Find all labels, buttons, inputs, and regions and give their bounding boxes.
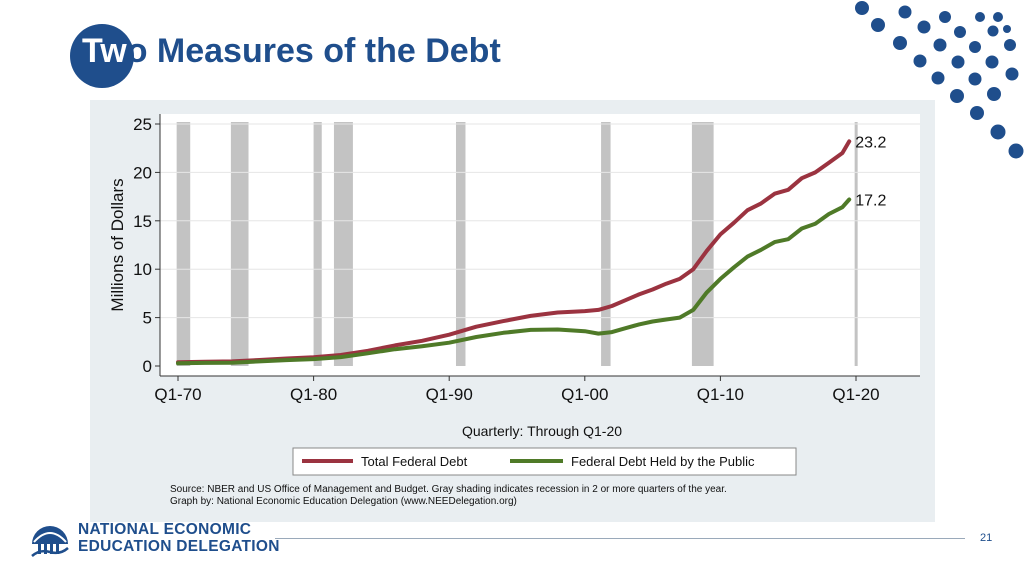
slide-title: Two Measures of the Debt: [82, 32, 501, 71]
chart-legend: Total Federal Debt Federal Debt Held by …: [292, 447, 797, 476]
end-label-total-debt: 23.2: [855, 134, 886, 151]
decorative-dots: [855, 1, 1024, 159]
y-tick-label: 20: [133, 163, 152, 182]
x-tick-label: Q1-10: [697, 385, 744, 404]
slide-title-first: Tw: [82, 32, 127, 70]
x-tick-label: Q1-20: [832, 385, 879, 404]
title-circle-accent: [70, 24, 134, 88]
recession-band: [854, 122, 858, 366]
x-tick-label: Q1-00: [561, 385, 608, 404]
recession-band: [313, 122, 322, 366]
y-tick-label: 25: [133, 115, 152, 134]
recession-band: [176, 122, 191, 366]
y-tick-label: 5: [143, 309, 152, 328]
y-tick-label: 15: [133, 212, 152, 231]
source-note-line2: Graph by: National Economic Education De…: [170, 496, 517, 507]
footer-divider: [275, 538, 965, 539]
page-number: 21: [980, 532, 993, 544]
logo-line2: EDUCATION DELEGATION: [78, 538, 280, 555]
y-tick-label: 10: [133, 260, 152, 279]
chart-panel: 23.2 17.2 0 5 10 15 20 25 Q1-70 Q1-80 Q1-90 Q1-00 Q…: [90, 100, 935, 522]
x-tick-label: Q1-70: [154, 385, 201, 404]
x-axis-label: Quarterly: Through Q1-20: [462, 423, 622, 439]
legend-label-public: Federal Debt Held by the Public: [571, 454, 755, 469]
y-tick-label: 0: [143, 357, 152, 376]
x-tick-label: Q1-90: [426, 385, 473, 404]
x-tick-label: Q1-80: [290, 385, 337, 404]
need-logo-text: NATIONAL ECONOMIC EDUCATION DELEGATION: [78, 521, 280, 555]
debt-chart: 23.2 17.2 0 5 10 15 20 25 Q1-70 Q1-80 Q1-90 Q1-00 Q…: [108, 114, 920, 507]
y-axis-label: Millions of Dollars: [108, 178, 127, 311]
slide-title-rest: o Measures of the Debt: [126, 32, 501, 70]
source-note-line1: Source: NBER and US Office of Management…: [170, 484, 727, 495]
series-line-public-debt: [176, 197, 852, 366]
recession-band: [230, 122, 249, 366]
plot-area: [160, 114, 920, 376]
need-logo-icon: [31, 526, 69, 557]
recession-band: [333, 122, 353, 366]
legend-label-total: Total Federal Debt: [361, 454, 468, 469]
end-label-public-debt: 17.2: [855, 193, 886, 210]
recession-band: [455, 122, 466, 366]
series-line-total-debt: [176, 139, 852, 365]
logo-line1: NATIONAL ECONOMIC: [78, 521, 252, 538]
recession-band: [601, 122, 611, 366]
